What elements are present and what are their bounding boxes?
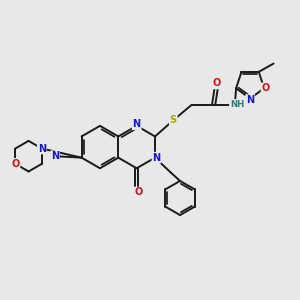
Text: N: N — [152, 153, 160, 163]
Text: N: N — [38, 143, 46, 154]
Text: N: N — [51, 151, 59, 161]
Text: O: O — [134, 188, 142, 197]
Text: NH: NH — [230, 100, 244, 109]
Text: O: O — [212, 79, 221, 88]
Text: O: O — [11, 159, 20, 169]
Text: O: O — [262, 83, 270, 93]
Text: S: S — [170, 115, 177, 125]
Text: N: N — [246, 95, 254, 105]
Text: N: N — [133, 119, 141, 129]
